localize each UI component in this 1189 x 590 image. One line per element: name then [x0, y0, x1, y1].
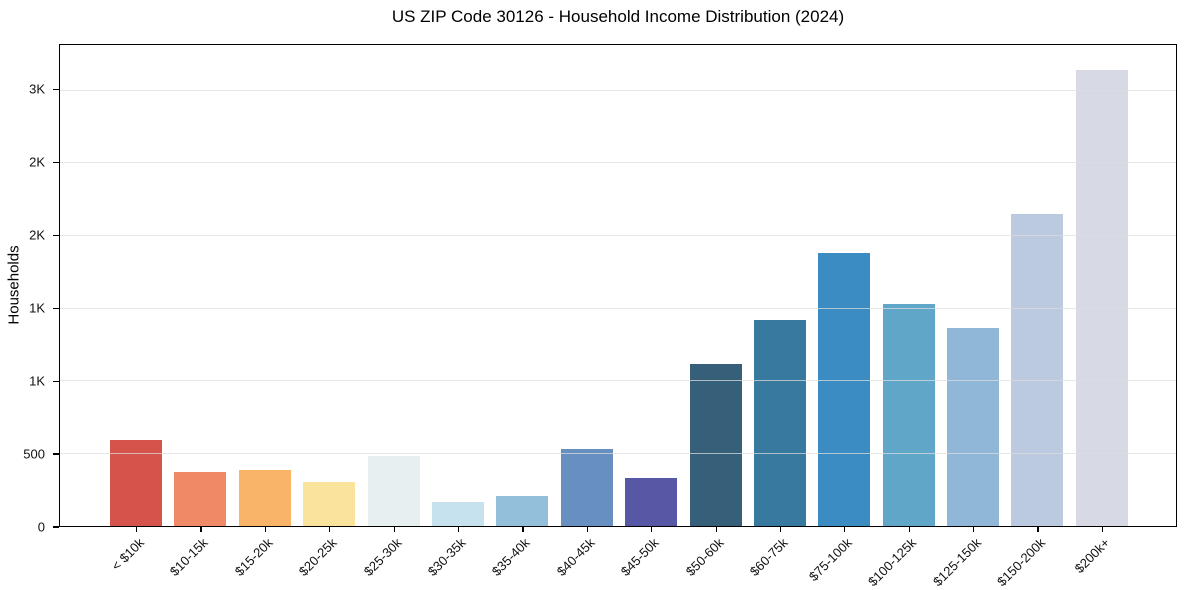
- x-tick-mark: [329, 526, 331, 532]
- x-tick-label: $75-100k: [805, 535, 855, 584]
- y-tick-label: 500: [23, 446, 45, 462]
- y-tick-label: 2K: [29, 154, 45, 170]
- bar-slot-12: $75-100k: [806, 45, 871, 584]
- bars-container: < $10k $10-15k $15-20k $20-25k $25-30k $30-35…: [108, 45, 1128, 589]
- bar: [818, 252, 871, 526]
- x-tick-label: $45-50k: [617, 535, 662, 579]
- bar: [753, 319, 806, 526]
- bar: [367, 456, 420, 526]
- y-axis: 0 500 1K 1K 2K 2K 3K: [0, 44, 59, 535]
- y-tick-mark: [53, 526, 59, 528]
- bar-slot-1: < $10k: [108, 45, 162, 573]
- bar-slot-16: $200k+: [1071, 45, 1128, 576]
- x-tick-label: $40-45k: [553, 535, 598, 579]
- x-tick-mark: [586, 526, 588, 532]
- x-tick-label: $125-150k: [929, 535, 984, 590]
- bar-slot-7: $35-40k: [489, 45, 549, 579]
- x-tick-mark: [200, 526, 202, 532]
- chart-title: US ZIP Code 30126 - Household Income Dis…: [391, 7, 845, 26]
- bar-slot-10: $50-60k: [682, 45, 742, 579]
- x-tick-label: $100-125k: [865, 535, 920, 590]
- x-tick-mark: [715, 526, 717, 532]
- bar: [431, 502, 484, 526]
- bar: [689, 363, 742, 526]
- bar-slot-8: $40-45k: [554, 45, 613, 579]
- x-tick-mark: [457, 526, 460, 532]
- x-tick-mark: [779, 526, 782, 532]
- x-tick-mark: [393, 526, 395, 532]
- x-tick-label: $35-40k: [489, 535, 533, 579]
- bar-slot-15: $150-200k: [994, 45, 1064, 589]
- bar: [110, 440, 162, 526]
- bar: [1011, 213, 1064, 526]
- bar: [625, 478, 678, 526]
- bar: [174, 471, 227, 526]
- y-tick-label: 0: [37, 519, 45, 535]
- bar: [947, 327, 1000, 526]
- x-tick-label: $25-30k: [360, 535, 405, 579]
- bar: [496, 496, 549, 526]
- bar-slot-3: $15-20k: [232, 45, 291, 579]
- bar-slot-14: $125-150k: [930, 45, 1000, 589]
- x-tick-mark: [1101, 526, 1104, 532]
- x-tick-label: $20-25k: [295, 535, 340, 579]
- y-tick-mark: [53, 161, 59, 163]
- x-tick-mark: [844, 526, 846, 532]
- x-tick-label: $30-35k: [424, 535, 469, 579]
- x-tick-mark: [973, 526, 975, 532]
- bar-slot-2: $10-15k: [167, 45, 227, 579]
- bar: [1075, 69, 1128, 526]
- bar-slot-13: $100-125k: [865, 45, 935, 589]
- bar: [882, 303, 935, 526]
- bar-slot-6: $30-35k: [425, 45, 484, 579]
- x-tick-label: $50-60k: [682, 535, 727, 579]
- bar-slot-5: $25-30k: [360, 45, 420, 579]
- x-tick-label: $15-20k: [231, 535, 276, 579]
- y-tick-label: 2K: [29, 227, 45, 243]
- y-tick-label: 3K: [29, 81, 45, 97]
- x-tick-mark: [264, 526, 266, 532]
- x-tick-label: < $10k: [108, 535, 147, 574]
- x-tick-label: $10-15k: [167, 535, 211, 579]
- bar-slot-11: $60-75k: [747, 45, 806, 579]
- y-tick-mark: [53, 453, 59, 455]
- y-tick-mark: [53, 307, 59, 309]
- x-tick-mark: [522, 526, 524, 532]
- plot-area: < $10k $10-15k $15-20k $20-25k $25-30k $30-35…: [59, 44, 1177, 589]
- bar: [560, 448, 613, 526]
- bar-slot-4: $20-25k: [296, 45, 356, 579]
- x-tick-label: $200k+: [1071, 535, 1113, 577]
- bar: [238, 470, 291, 526]
- x-tick-label: $150-200k: [994, 535, 1049, 590]
- x-tick-mark: [136, 526, 138, 532]
- x-tick-mark: [908, 526, 910, 532]
- y-tick-mark: [53, 88, 59, 90]
- y-tick-mark: [53, 234, 59, 236]
- y-tick-mark: [53, 380, 59, 382]
- y-tick-label: 1K: [29, 373, 45, 389]
- bar-slot-9: $45-50k: [618, 45, 678, 579]
- y-tick-label: 1K: [29, 300, 45, 316]
- x-tick-mark: [651, 526, 653, 532]
- x-tick-label: $60-75k: [746, 535, 791, 579]
- bar: [303, 482, 356, 526]
- x-tick-mark: [1037, 526, 1039, 532]
